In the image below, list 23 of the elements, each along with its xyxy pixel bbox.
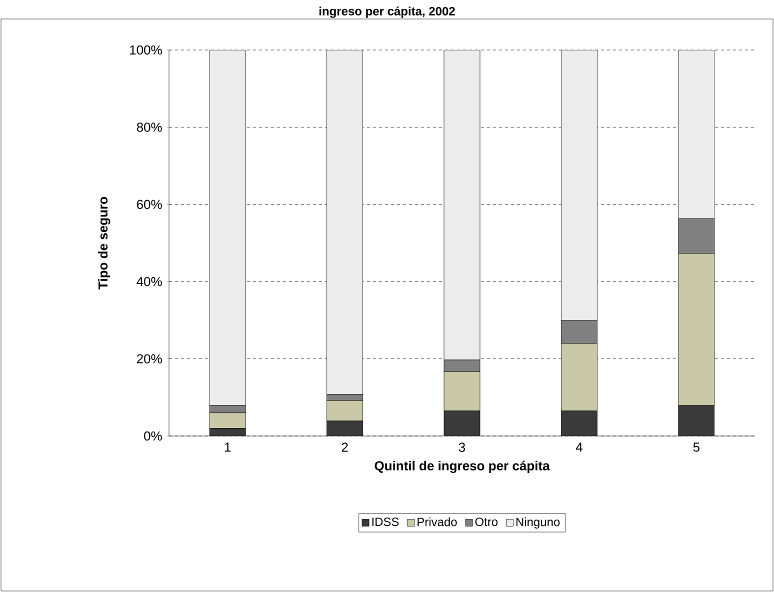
y-tick-label: 20% xyxy=(136,354,162,364)
bar xyxy=(561,50,598,321)
legend-label: IDSS xyxy=(372,518,399,526)
legend-label: Ninguno xyxy=(516,517,560,529)
y-tick-label: 0% xyxy=(144,431,162,441)
bar xyxy=(209,50,246,406)
chart-title: ingreso per cápita, 2002 xyxy=(319,6,455,18)
y-tick-label: 80% xyxy=(136,122,162,132)
y-tick-label: 40% xyxy=(136,276,162,286)
bar xyxy=(678,50,715,219)
y-axis-title: Tipo de seguro xyxy=(98,197,110,290)
bar xyxy=(326,50,364,395)
x-tick-label: 1 xyxy=(224,442,231,452)
bar xyxy=(444,50,480,360)
y-tick-label: 60% xyxy=(136,200,162,209)
y-tick-label: 100% xyxy=(130,45,162,55)
x-axis-title: Quintil de ingreso per cápita xyxy=(374,460,550,474)
x-tick-label: 3 xyxy=(458,442,466,452)
x-tick-label: 4 xyxy=(576,442,582,452)
x-tick-label: 2 xyxy=(342,442,348,452)
legend-label: Privado xyxy=(418,517,457,526)
x-tick-label: 5 xyxy=(693,442,700,452)
legend-label: Otro xyxy=(475,518,498,526)
